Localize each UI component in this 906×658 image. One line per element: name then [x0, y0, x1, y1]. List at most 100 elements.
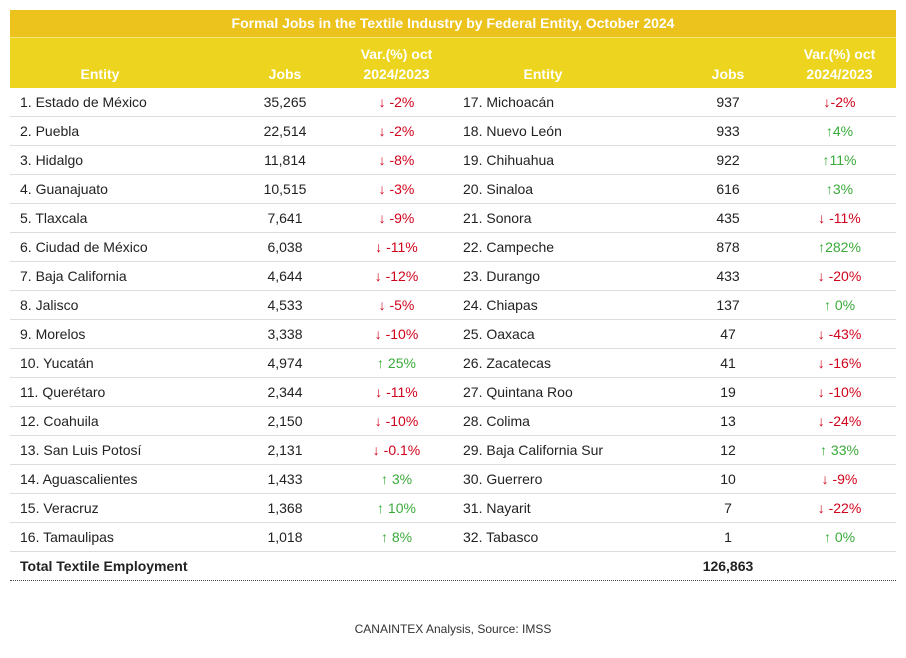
variation-cell: ↓ -12%: [374, 268, 419, 284]
source-note: CANAINTEX Analysis, Source: IMSS: [354, 622, 552, 636]
header-var-line2: 2024/2023: [363, 66, 430, 82]
variation-cell: ↑ 10%: [377, 500, 416, 516]
jobs-cell: 10,515: [263, 181, 307, 197]
table-row: 11. Querétaro 2,344 ↓ -11% 27. Quintana Roo…: [10, 378, 896, 407]
entity-cell: 26. Zacatecas: [463, 355, 551, 371]
header-var-line2: 2024/2023: [806, 66, 873, 82]
jobs-cell: 41: [720, 355, 736, 371]
table-row: 1. Estado de México 35,265 ↓ -2% 17. Michoa…: [10, 88, 896, 117]
variation-cell: ↑282%: [818, 239, 861, 255]
variation-cell: ↑11%: [822, 152, 857, 168]
table-row: 6. Ciudad de México 6,038 ↓ -11% 22. Campec…: [10, 233, 896, 262]
table-row: 4. Guanajuato 10,515 ↓ -3% 20. Sinaloa 616 ↑3…: [10, 175, 896, 204]
entity-cell: 28. Colima: [463, 413, 530, 429]
variation-cell: ↓-2%: [823, 94, 856, 110]
jobs-cell: 937: [716, 94, 740, 110]
entity-cell: 12. Coahuila: [20, 413, 99, 429]
jobs-cell: 4,533: [267, 297, 303, 313]
table-row: 9. Morelos 3,338 ↓ -10% 25. Oaxaca 47 ↓ -43%: [10, 320, 896, 349]
jobs-cell: 933: [716, 123, 740, 139]
variation-cell: ↓ -11%: [818, 210, 861, 226]
entity-cell: 10. Yucatán: [20, 355, 94, 371]
variation-cell: ↓ -10%: [374, 326, 419, 342]
table-row: 5. Tlaxcala 7,641 ↓ -9% 21. Sonora 435 ↓ -11%: [10, 204, 896, 233]
table-row: 7. Baja California 4,644 ↓ -12% 23. Durango…: [10, 262, 896, 291]
total-spacer: [453, 552, 673, 580]
entity-cell: 3. Hidalgo: [20, 152, 84, 168]
jobs-cell: 1,368: [267, 500, 303, 516]
jobs-cell: 1: [724, 529, 732, 545]
header-entity-right: Entity: [453, 38, 673, 88]
variation-cell: ↓ -16%: [817, 355, 862, 371]
jobs-cell: 616: [716, 181, 740, 197]
entity-cell: 17. Michoacán: [463, 94, 555, 110]
entity-cell: 16. Tamaulipas: [20, 529, 114, 545]
jobs-cell: 6,038: [267, 239, 303, 255]
variation-cell: ↓ -8%: [378, 152, 415, 168]
variation-cell: ↓ -22%: [817, 500, 862, 516]
jobs-cell: 7: [724, 500, 732, 516]
variation-cell: ↑ 0%: [823, 297, 856, 313]
total-label: Total Textile Employment: [20, 558, 188, 574]
variation-cell: ↑ 33%: [820, 442, 859, 458]
header-entity-label: Entity: [80, 66, 120, 82]
table-body: 1. Estado de México 35,265 ↓ -2% 17. Michoa…: [10, 88, 896, 552]
variation-cell: ↑4%: [825, 123, 854, 139]
entity-cell: 14. Aguascalientes: [20, 471, 138, 487]
header-jobs-label: Jobs: [268, 66, 302, 82]
jobs-table: Formal Jobs in the Textile Industry by F…: [10, 10, 896, 581]
header-var-label: Var.(%) oct 2024/2023: [783, 44, 896, 84]
table-row: 2. Puebla 22,514 ↓ -2% 18. Nuevo León 933 ↑4%: [10, 117, 896, 146]
variation-cell: ↓ -0.1%: [372, 442, 421, 458]
table-row: 14. Aguascalientes 1,433 ↑ 3% 30. Guerrero 1…: [10, 465, 896, 494]
jobs-cell: 433: [716, 268, 740, 284]
variation-cell: ↓ -43%: [817, 326, 862, 342]
header-var-line1: Var.(%) oct: [803, 46, 876, 62]
jobs-cell: 22,514: [263, 123, 307, 139]
entity-cell: 13. San Luis Potosí: [20, 442, 142, 458]
variation-cell: ↓ -3%: [378, 181, 415, 197]
jobs-cell: 4,644: [267, 268, 303, 284]
entity-cell: 8. Jalisco: [20, 297, 79, 313]
header-var-line1: Var.(%) oct: [360, 46, 433, 62]
entity-cell: 25. Oaxaca: [463, 326, 535, 342]
entity-cell: 20. Sinaloa: [463, 181, 534, 197]
entity-cell: 11. Querétaro: [20, 384, 106, 400]
entity-cell: 21. Sonora: [463, 210, 532, 226]
entity-cell: 30. Guerrero: [463, 471, 543, 487]
entity-cell: 23. Durango: [463, 268, 541, 284]
header-entity-left: Entity: [10, 38, 230, 88]
entity-cell: 24. Chiapas: [463, 297, 538, 313]
jobs-cell: 19: [720, 384, 736, 400]
entity-cell: 32. Tabasco: [463, 529, 539, 545]
entity-cell: 18. Nuevo León: [463, 123, 562, 139]
jobs-cell: 3,338: [267, 326, 303, 342]
variation-cell: ↓ -2%: [378, 123, 415, 139]
header-jobs-label: Jobs: [711, 66, 745, 82]
variation-cell: ↓ -20%: [817, 268, 862, 284]
table-title: Formal Jobs in the Textile Industry by F…: [10, 10, 896, 37]
table-row: 10. Yucatán 4,974 ↑ 25% 26. Zacatecas 41 ↓ -1…: [10, 349, 896, 378]
table-row: 8. Jalisco 4,533 ↓ -5% 24. Chiapas 137 ↑ 0%: [10, 291, 896, 320]
entity-cell: 4. Guanajuato: [20, 181, 108, 197]
jobs-cell: 878: [716, 239, 740, 255]
jobs-cell: 2,150: [267, 413, 303, 429]
entity-cell: 5. Tlaxcala: [20, 210, 88, 226]
variation-cell: ↓ -9%: [378, 210, 415, 226]
variation-cell: ↓ -5%: [378, 297, 415, 313]
jobs-cell: 12: [720, 442, 736, 458]
jobs-cell: 11,814: [264, 152, 306, 168]
header-var-left: Var.(%) oct 2024/2023: [340, 38, 453, 88]
jobs-cell: 10: [720, 471, 736, 487]
total-value: 126,863: [702, 558, 754, 574]
jobs-cell: 435: [716, 210, 740, 226]
table-header: Entity Jobs Var.(%) oct 2024/2023 Entity …: [10, 37, 896, 88]
variation-cell: ↓ -10%: [374, 413, 419, 429]
table-row: 3. Hidalgo 11,814 ↓ -8% 19. Chihuahua 922 ↑11…: [10, 146, 896, 175]
jobs-cell: 1,018: [267, 529, 303, 545]
variation-cell: ↓ -9%: [821, 471, 858, 487]
entity-cell: 29. Baja California Sur: [463, 442, 604, 458]
header-jobs-right: Jobs: [673, 38, 783, 88]
entity-cell: 31. Nayarit: [463, 500, 531, 516]
variation-cell: ↓ -11%: [375, 239, 418, 255]
